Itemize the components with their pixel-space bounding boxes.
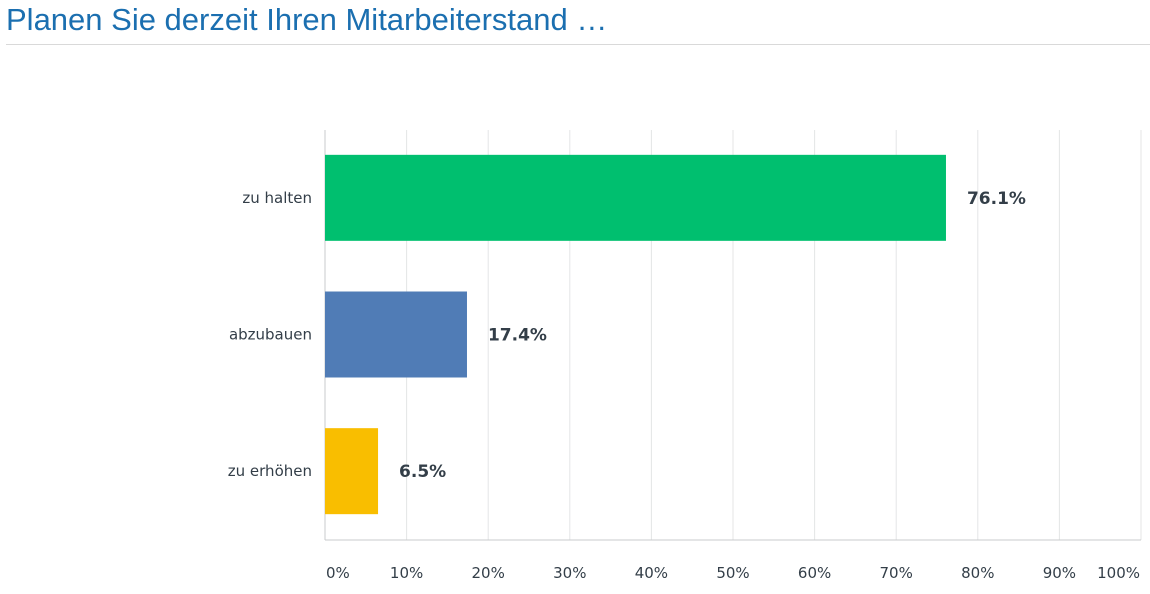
category-label: zu halten [242, 189, 312, 207]
bar [325, 428, 379, 515]
value-label: 6.5% [399, 462, 446, 482]
value-label: 17.4% [488, 326, 547, 346]
x-tick-label: 70% [880, 564, 913, 582]
x-tick-label: 20% [472, 564, 505, 582]
title-divider [6, 44, 1150, 45]
x-tick-label: 10% [390, 564, 423, 582]
x-tick-label: 50% [716, 564, 749, 582]
bar [325, 154, 946, 241]
x-tick-label: 80% [961, 564, 994, 582]
page-title: Planen Sie derzeit Ihren Mitarbeiterstan… [6, 2, 608, 37]
x-tick-label: 30% [553, 564, 586, 582]
bar [325, 291, 467, 378]
x-tick-label: 100% [1097, 564, 1140, 582]
x-tick-label: 0% [326, 564, 350, 582]
value-label: 76.1% [967, 189, 1026, 209]
x-tick-label: 60% [798, 564, 831, 582]
x-tick-label: 40% [635, 564, 668, 582]
category-label: abzubauen [229, 326, 312, 344]
x-tick-label: 90% [1043, 564, 1076, 582]
category-label: zu erhöhen [228, 462, 312, 480]
